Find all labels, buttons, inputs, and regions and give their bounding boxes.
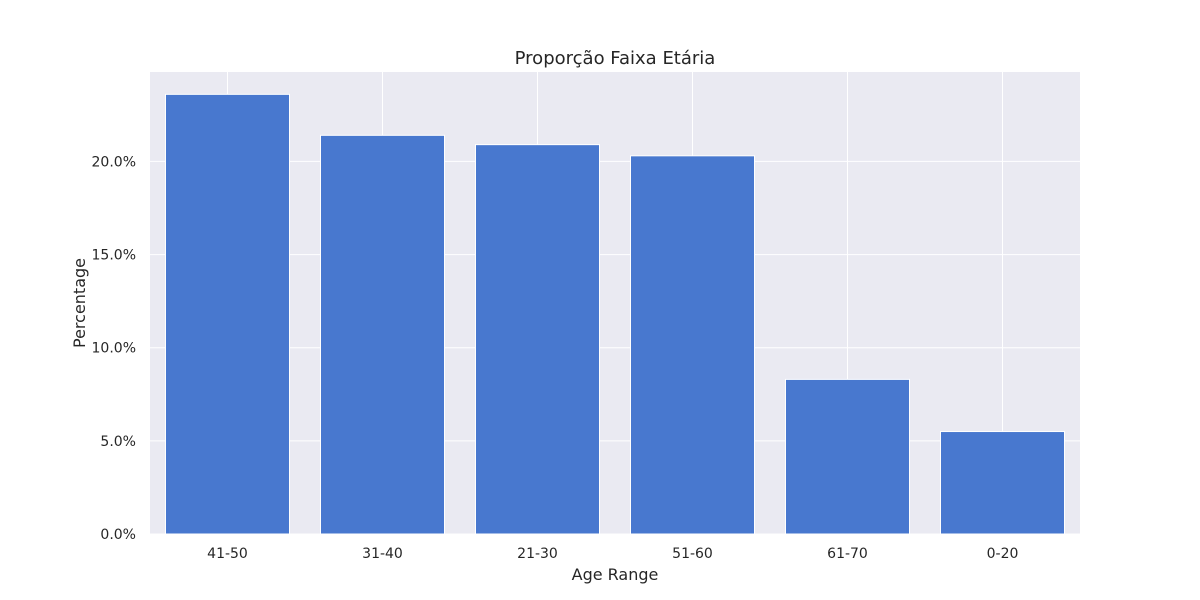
bar-31-40 [320,134,445,535]
x-tick-label: 0-20 [987,546,1019,562]
y-axis-ticks: 0.0% 5.0% 10.0% 15.0% 20.0% [92,154,136,543]
x-tick-label: 51-60 [672,546,713,562]
bar-0-20 [940,431,1065,535]
x-axis-label: Age Range [572,565,659,584]
y-tick-label: 20.0% [92,154,136,170]
y-tick-label: 5.0% [100,434,136,450]
bar-51-60 [630,155,755,535]
chart-title: Proporção Faixa Etária [515,48,716,69]
y-tick-label: 10.0% [92,341,136,357]
plot-area [150,72,1080,534]
bars [165,93,1065,535]
y-axis-label: Percentage [70,258,89,348]
bar-21-30 [475,144,600,535]
bar-41-50 [165,93,290,535]
y-tick-label: 0.0% [100,527,136,543]
x-tick-label: 61-70 [827,546,868,562]
x-tick-label: 41-50 [207,546,248,562]
x-axis-ticks: 41-50 31-40 21-30 51-60 61-70 0-20 [207,546,1018,562]
x-tick-label: 31-40 [362,546,403,562]
y-tick-label: 15.0% [92,248,136,264]
x-tick-label: 21-30 [517,546,558,562]
bar-61-70 [785,378,910,535]
